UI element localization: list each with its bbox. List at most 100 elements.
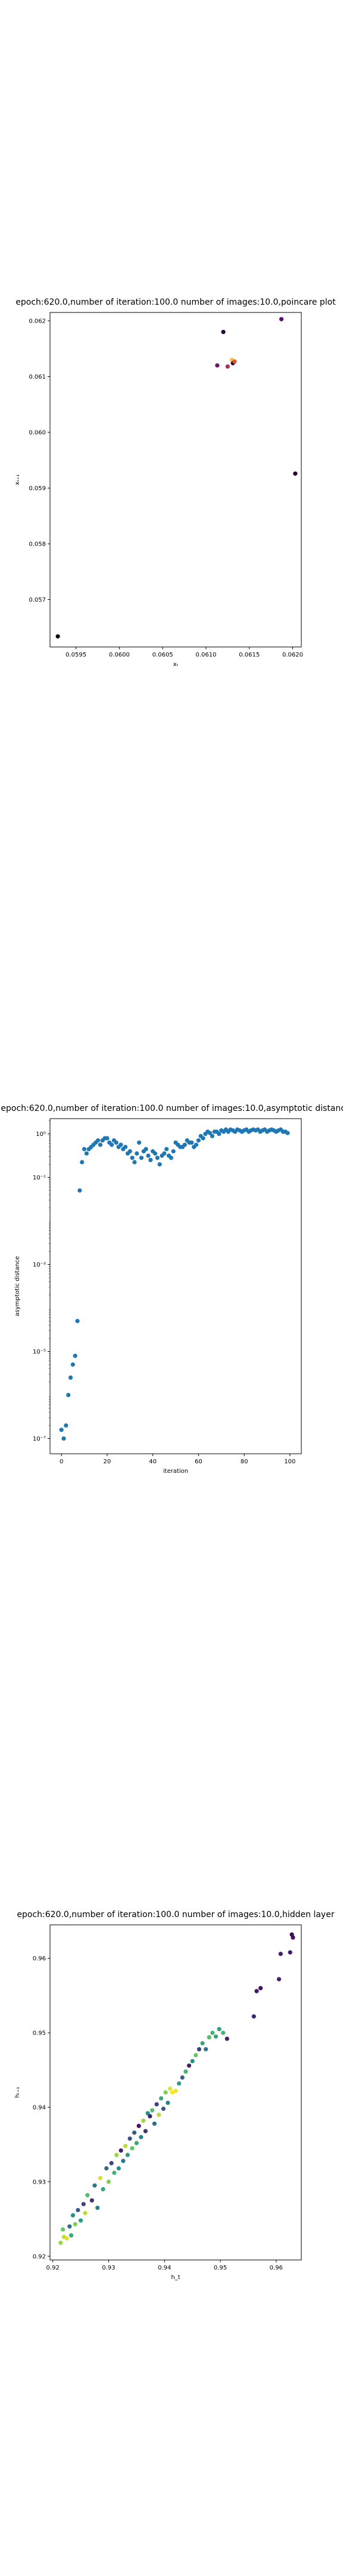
poincare-ytick-label: 0.057 (29, 597, 46, 603)
asymptotic-point (73, 1354, 77, 1358)
hidden-point (143, 2129, 148, 2134)
asymptotic-point (84, 1151, 89, 1156)
poincare-xtick-label: 0.0595 (66, 652, 86, 658)
hidden-point (278, 1952, 283, 1956)
hidden-point (89, 2198, 94, 2203)
poincare-xtick-label: 0.0610 (195, 652, 216, 658)
hidden-point (104, 2166, 109, 2171)
hidden-point (81, 2202, 86, 2206)
hidden-point (145, 2111, 150, 2116)
hidden-point (67, 2224, 72, 2229)
hidden-point (204, 2046, 208, 2052)
hidden-point (125, 2153, 130, 2157)
asymptotic-point (95, 1138, 101, 1143)
hidden-point (213, 2034, 219, 2039)
poincare-ytick-label: 0.062 (29, 318, 46, 325)
poincare-plot: epoch:620.0,number of iteration:100.0 nu… (14, 298, 336, 668)
asymptotic-ytick-label: 10⁻³ (33, 1262, 46, 1268)
hidden-point (251, 2014, 256, 2019)
asymptotic-point (105, 1136, 110, 1141)
poincare-ytick-label: 0.060 (29, 430, 46, 436)
hidden-point (95, 2205, 100, 2210)
asymptotic-point (75, 1318, 80, 1323)
asymptotic-xlabel: iteration (163, 1468, 188, 1475)
asymptotic-point (132, 1160, 137, 1165)
asymptotic-ytick-label: 10⁻⁷ (33, 1436, 46, 1442)
hidden-point (258, 1986, 263, 1990)
asymptotic-point (61, 1436, 66, 1441)
hidden-point (254, 1989, 259, 1993)
hidden-xtick-label: 0.95 (214, 2265, 227, 2271)
hidden-title: epoch:620.0,number of iteration:100.0 nu… (17, 1910, 334, 1919)
asymptotic-point (139, 1156, 144, 1160)
hidden-xtick-label: 0.94 (158, 2265, 171, 2271)
hidden-point (73, 2222, 77, 2227)
asymptotic-point (77, 1188, 82, 1193)
asymptotic-title: epoch:620.0,number of iteration:100.0 nu… (1, 1104, 343, 1113)
asymptotic-point (285, 1131, 290, 1135)
hidden-point (154, 2102, 159, 2107)
asymptotic-point (169, 1156, 173, 1160)
poincare-xtick-label: 0.0615 (239, 652, 260, 658)
hidden-point (186, 2063, 192, 2068)
poincare-xtick-label: 0.0605 (152, 652, 173, 658)
hidden-point (166, 2100, 170, 2106)
hidden-ytick-label: 0.96 (33, 1956, 46, 1962)
hidden-point (221, 2030, 226, 2035)
hidden-point (288, 1950, 292, 1955)
hidden-point (139, 2135, 144, 2140)
asymptotic-distance-plot: epoch:620.0,number of iteration:100.0 nu… (1, 1104, 343, 1475)
hidden-point (106, 2179, 111, 2184)
hidden-point (121, 2159, 126, 2163)
hidden-point (58, 2240, 63, 2245)
hidden-point (190, 2058, 195, 2064)
asymptotic-point (64, 1423, 68, 1428)
asymptotic-ytick-label: 10⁻⁵ (33, 1349, 46, 1355)
hidden-point (200, 2041, 205, 2046)
asymptotic-point (210, 1134, 214, 1138)
hidden-point (161, 2106, 166, 2111)
hidden-point (69, 2233, 74, 2238)
hidden-layer-plot: epoch:620.0,number of iteration:100.0 nu… (14, 1910, 335, 2281)
hidden-point (173, 2088, 178, 2094)
poincare-point (215, 363, 220, 368)
asymptotic-xtick-label: 40 (149, 1459, 157, 1465)
poincare-ylabel: xₜ₊₁ (14, 474, 21, 485)
poincare-xtick-label: 0.0600 (109, 652, 130, 658)
asymptotic-point (164, 1147, 169, 1151)
asymptotic-point (152, 1151, 158, 1156)
hidden-point (64, 2236, 69, 2241)
asymptotic-ytick-label: 10⁻¹ (33, 1175, 46, 1181)
hidden-point (197, 2046, 201, 2052)
poincare-xtick-label: 0.0620 (282, 652, 303, 658)
hidden-point (163, 2090, 168, 2095)
asymptotic-point (144, 1147, 148, 1151)
poincare-point (279, 317, 284, 321)
hidden-point (130, 2146, 135, 2151)
poincare-point (221, 330, 226, 335)
hidden-point (136, 2123, 141, 2128)
asymptotic-ylabel: asymptotic distance (14, 1256, 21, 1316)
hidden-point (70, 2213, 76, 2218)
hidden-xtick-label: 0.96 (270, 2265, 283, 2271)
hidden-xlabel: h_t (171, 2274, 180, 2281)
hidden-point (177, 2081, 182, 2086)
hidden-point (170, 2090, 174, 2095)
hidden-ylabel: hₜ₊₁ (14, 2087, 21, 2098)
hidden-point (101, 2187, 105, 2191)
hidden-point (141, 2118, 146, 2123)
asymptotic-point (171, 1149, 176, 1154)
hidden-ytick-label: 0.93 (33, 2179, 46, 2185)
poincare-point (225, 364, 230, 369)
asymptotic-point (137, 1140, 142, 1145)
hidden-point (152, 2121, 157, 2126)
poincare-ytick-label: 0.061 (29, 374, 46, 380)
hidden-point (112, 2171, 117, 2175)
hidden-point (194, 2052, 198, 2058)
poincare-point (293, 471, 298, 476)
asymptotic-xtick-label: 60 (195, 1459, 202, 1465)
hidden-point (85, 2193, 90, 2197)
hidden-ytick-label: 0.94 (33, 2104, 46, 2111)
hidden-point (127, 2136, 132, 2141)
